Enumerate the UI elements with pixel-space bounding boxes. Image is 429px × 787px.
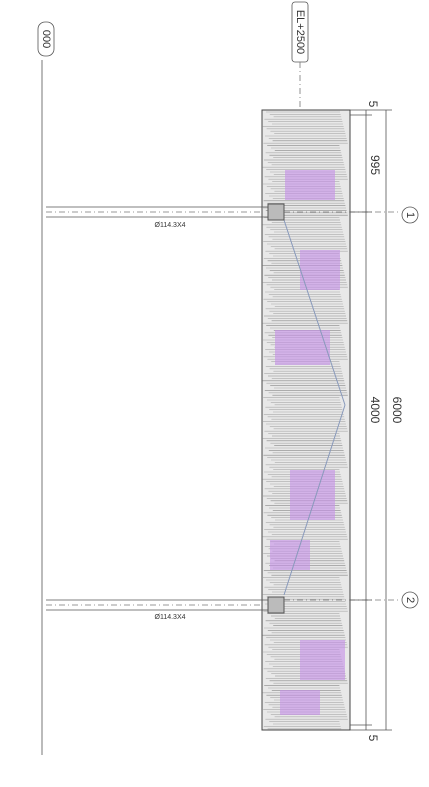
- post: [46, 203, 285, 221]
- dimension: 6000: [390, 397, 404, 424]
- dimension-lines: [350, 109, 392, 731]
- grid-bubble: [37, 21, 55, 57]
- axis-label: 1: [404, 212, 416, 218]
- post: [46, 596, 285, 614]
- dimension: 995: [368, 155, 382, 175]
- dimension: 4000: [368, 397, 382, 424]
- fence-panel: [261, 109, 351, 731]
- post-label: Ø114.3X4: [154, 614, 185, 621]
- elevation-label: EL+2500: [294, 10, 306, 54]
- axis-bubble: [401, 591, 419, 609]
- axis-bubble: [401, 206, 419, 224]
- dimension: 5: [366, 101, 380, 108]
- dimension: 5: [366, 735, 380, 742]
- axis-label: 2: [404, 597, 416, 603]
- grid-label: 000: [40, 30, 52, 48]
- post-label: Ø114.3X4: [154, 222, 185, 229]
